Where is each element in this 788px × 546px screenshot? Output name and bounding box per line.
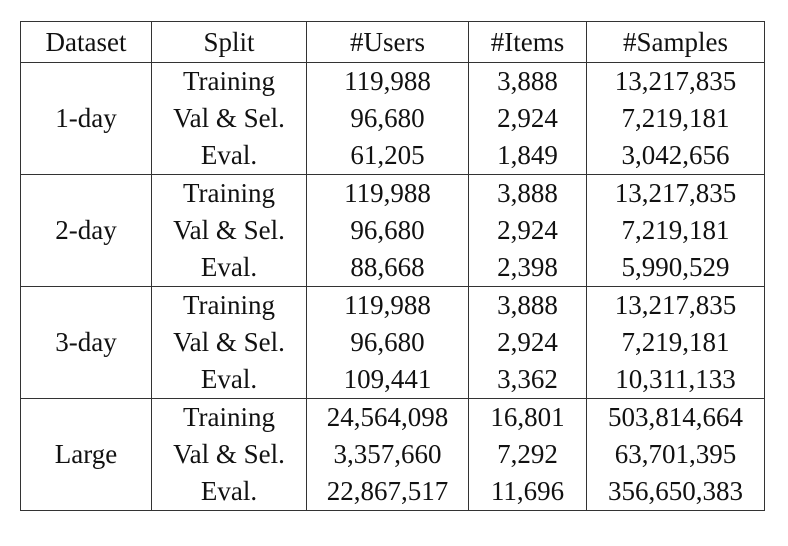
users-cell: 119,988 [306,286,469,324]
items-cell: 3,362 [468,361,587,399]
table-row: 2-day Training 119,988 3,888 13,217,835 [20,174,765,287]
samples-cell: 7,219,181 [586,100,765,137]
table-row: Eval. 88,668 2,398 5,990,529 [21,249,765,287]
dataset-cell: 2-day [20,174,152,287]
users-cell: 109,441 [306,361,469,399]
users-cell: 96,680 [306,100,469,137]
items-cell: 2,924 [468,212,587,249]
users-cell: 24,564,098 [306,398,469,436]
samples-cell: 13,217,835 [586,286,765,324]
dataset-cell: Large [20,398,152,511]
items-cell: 3,888 [468,62,587,100]
header-samples: #Samples [586,21,765,63]
header-row: Dataset Split #Users #Items #Samples [20,21,765,63]
samples-cell: 7,219,181 [586,324,765,361]
split-cell: Training [151,62,307,100]
split-cell: Eval. [151,137,307,175]
samples-cell: 503,814,664 [586,398,765,436]
table-row: Eval. 22,867,517 11,696 356,650,383 [21,473,765,511]
table-row: Val & Sel. 96,680 2,924 7,219,181 [21,100,765,137]
users-cell: 3,357,660 [306,436,469,473]
header-split: Split [151,21,307,63]
samples-cell: 3,042,656 [586,137,765,175]
table-row: Large Training 24,564,098 16,801 503,814,664 [20,398,765,511]
items-cell: 2,924 [468,324,587,361]
items-cell: 11,696 [468,473,587,511]
split-cell: Eval. [151,249,307,287]
table-row: 3-day Training 119,988 3,888 13,217,835 [20,286,765,399]
table-row: 1-day Training 119,988 3,888 13,217,835 [20,62,765,175]
users-cell: 119,988 [306,62,469,100]
split-cell: Eval. [151,361,307,399]
samples-cell: 13,217,835 [586,62,765,100]
table-row: Eval. 61,205 1,849 3,042,656 [21,137,765,175]
header-dataset: Dataset [20,21,152,63]
items-cell: 2,924 [468,100,587,137]
users-cell: 96,680 [306,212,469,249]
samples-cell: 63,701,395 [586,436,765,473]
dataset-cell: 3-day [20,286,152,399]
table-row: Val & Sel. 3,357,660 7,292 63,701,395 [21,436,765,473]
split-cell: Eval. [151,473,307,511]
split-cell: Training [151,174,307,212]
users-cell: 119,988 [306,174,469,212]
samples-cell: 5,990,529 [586,249,765,287]
items-cell: 7,292 [468,436,587,473]
users-cell: 22,867,517 [306,473,469,511]
table-row: Val & Sel. 96,680 2,924 7,219,181 [21,212,765,249]
items-cell: 1,849 [468,137,587,175]
table-body: 1-day Training 119,988 3,888 13,217,835 Val &… [20,62,765,511]
split-cell: Val & Sel. [151,436,307,473]
split-cell: Val & Sel. [151,212,307,249]
table-row: Val & Sel. 96,680 2,924 7,219,181 [21,324,765,361]
items-cell: 2,398 [468,249,587,287]
split-cell: Val & Sel. [151,100,307,137]
samples-cell: 356,650,383 [586,473,765,511]
split-cell: Training [151,286,307,324]
items-cell: 16,801 [468,398,587,436]
table-header: Dataset Split #Users #Items #Samples [20,21,765,63]
users-cell: 96,680 [306,324,469,361]
users-cell: 61,205 [306,137,469,175]
users-cell: 88,668 [306,249,469,287]
header-items: #Items [468,21,587,63]
samples-cell: 13,217,835 [586,174,765,212]
split-cell: Val & Sel. [151,324,307,361]
items-cell: 3,888 [468,286,587,324]
dataset-statistics-table: Dataset Split #Users #Items #Samples 1-d… [20,21,765,511]
items-cell: 3,888 [468,174,587,212]
samples-cell: 7,219,181 [586,212,765,249]
split-cell: Training [151,398,307,436]
samples-cell: 10,311,133 [586,361,765,399]
dataset-cell: 1-day [20,62,152,175]
header-users: #Users [306,21,469,63]
